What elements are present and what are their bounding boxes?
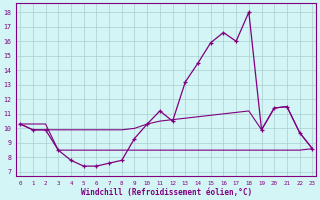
X-axis label: Windchill (Refroidissement éolien,°C): Windchill (Refroidissement éolien,°C) — [81, 188, 252, 197]
